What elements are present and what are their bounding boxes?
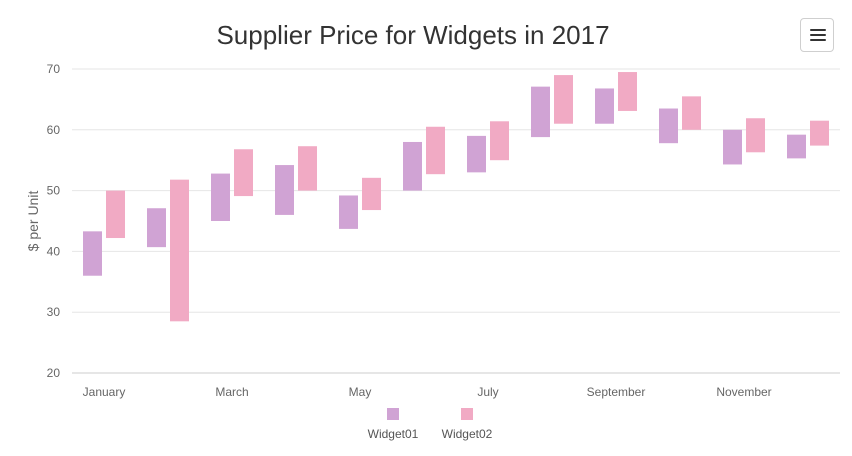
x-tick-label: September: [587, 385, 646, 399]
bar-widget01-august[interactable]: [531, 86, 550, 138]
bar-widget01-april[interactable]: [275, 165, 294, 215]
bar-widget02-december[interactable]: [810, 120, 829, 146]
bar-widget01-september[interactable]: [595, 88, 614, 124]
legend-item-widget02[interactable]: Widget02: [442, 408, 493, 441]
bar-widget01-may[interactable]: [339, 195, 358, 229]
bar-widget01-july[interactable]: [467, 135, 486, 173]
bar-widget02-november[interactable]: [746, 118, 765, 153]
y-tick-label: 30: [47, 305, 61, 319]
legend-label: Widget02: [442, 427, 493, 441]
x-tick-label: January: [83, 385, 126, 399]
x-tick-label: March: [215, 385, 248, 399]
gridlines: [72, 68, 840, 374]
bar-widget01-january[interactable]: [83, 231, 102, 276]
y-tick-label: 60: [47, 123, 61, 137]
bar-widget01-march[interactable]: [211, 173, 230, 221]
y-tick-label: 70: [47, 62, 61, 76]
bar-widget01-june[interactable]: [403, 141, 422, 191]
bar-widget02-june[interactable]: [426, 126, 445, 175]
legend-swatch: [387, 408, 399, 420]
y-axis-label: $ per Unit: [25, 191, 41, 252]
bar-widget01-december[interactable]: [787, 134, 806, 159]
y-axis-ticks: 20 30 40 50 60 70: [47, 62, 61, 380]
bar-widget02-september[interactable]: [618, 72, 637, 111]
data-bars: [83, 72, 829, 322]
legend: Widget01 Widget02: [368, 408, 493, 441]
bar-widget01-october[interactable]: [659, 108, 678, 144]
bar-widget02-august[interactable]: [554, 75, 573, 124]
bar-widget02-october[interactable]: [682, 96, 701, 130]
x-tick-label: May: [349, 385, 372, 399]
bar-widget01-february[interactable]: [147, 208, 166, 248]
y-tick-label: 40: [47, 244, 61, 258]
y-tick-label: 50: [47, 184, 61, 198]
bar-widget02-january[interactable]: [106, 190, 125, 239]
bar-widget02-may[interactable]: [362, 177, 381, 211]
bar-widget02-april[interactable]: [298, 146, 317, 191]
hamburger-menu-icon: [810, 29, 826, 31]
x-tick-label: November: [716, 385, 771, 399]
x-axis-ticks: January March May July September November: [83, 385, 772, 399]
legend-item-widget01[interactable]: Widget01: [368, 408, 419, 441]
legend-swatch: [461, 408, 473, 420]
y-tick-label: 20: [47, 366, 61, 380]
bar-widget02-march[interactable]: [234, 149, 253, 197]
bar-widget02-february[interactable]: [170, 179, 189, 322]
x-tick-label: July: [477, 385, 498, 399]
chart-title: Supplier Price for Widgets in 2017: [216, 20, 609, 50]
bar-widget01-november[interactable]: [723, 129, 742, 165]
legend-label: Widget01: [368, 427, 419, 441]
bar-widget02-july[interactable]: [490, 121, 509, 161]
chart-menu-button[interactable]: [800, 18, 834, 52]
